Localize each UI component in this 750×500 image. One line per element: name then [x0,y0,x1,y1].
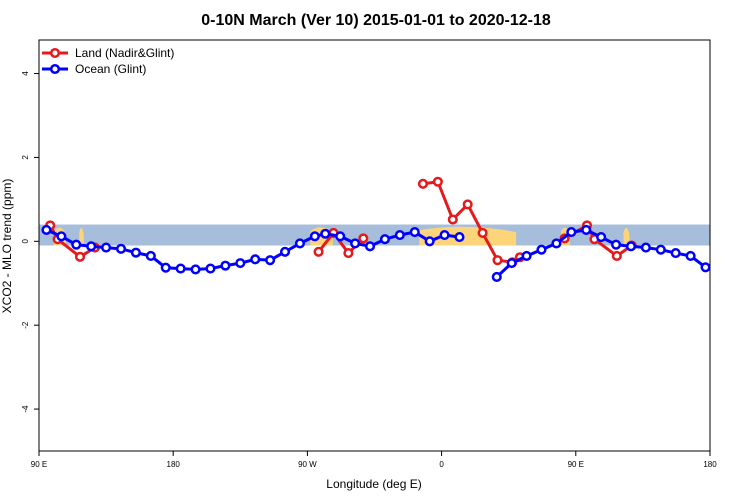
legend-label: Ocean (Glint) [75,62,146,76]
data-point [477,227,488,238]
legend-marker [49,47,61,59]
data-point [358,233,369,244]
x-tick-label: 90 W [298,460,317,469]
data-point [700,262,711,273]
data-point [279,246,291,257]
data-point [566,227,577,238]
data-point [685,250,696,262]
data-point [447,214,458,225]
data-point [581,224,592,236]
plot-frame [38,39,711,452]
data-point [160,262,171,273]
y-tick-label: 0 [21,239,30,244]
y-tick-label: -2 [21,321,30,329]
x-axis-label: Longitude (deg E) [326,477,421,491]
data-point [536,244,547,255]
ocean-band [39,224,710,246]
x-tick-label: 90 E [31,460,47,469]
data-point [265,255,276,266]
data-point [101,242,112,253]
legend-marker [49,63,61,75]
legend: Land (Nadir&Glint) Ocean (Glint) [42,46,174,76]
data-point [521,250,532,262]
data-point [462,199,473,210]
data-point [379,234,390,245]
data-point [313,246,324,257]
data-point [432,176,443,187]
legend-label: Land (Nadir&Glint) [75,46,174,60]
data-point [205,263,216,274]
x-tick-label: 90 E [568,460,584,469]
land-patch [623,227,630,246]
data-point [655,244,666,255]
data-point [220,260,231,271]
data-point [130,247,141,258]
land-patch [79,227,84,246]
data-point [625,241,637,252]
series-line [422,180,521,264]
data-point [364,241,376,252]
data-point [611,239,622,250]
data-point [235,258,246,269]
data-point [492,255,503,266]
data-point [115,243,127,254]
data-point [71,239,82,250]
data-point [551,238,562,249]
chart-title: 0-10N March (Ver 10) 2015-01-01 to 2020-… [201,12,551,29]
data-point [350,238,361,249]
y-tick-label: -4 [21,405,30,413]
axes: 90 E 180 90 W 0 90 E 180 -4 -2 0 2 4 [21,71,717,469]
data-point [640,242,651,253]
data-point [335,231,346,242]
data-point [190,264,201,275]
y-tick-label: 2 [21,155,30,160]
data-point [417,178,429,189]
data-point [41,224,52,236]
data-point [670,247,681,259]
data-point [409,227,420,238]
data-point [394,229,405,241]
data-point [175,263,186,274]
data-point [343,247,354,259]
data-point [439,229,450,241]
data-point [250,254,261,265]
data-point [596,232,607,243]
data-point [424,236,435,247]
data-point [320,228,331,239]
data-point [56,231,67,242]
data-point [491,271,502,283]
data-point [611,250,622,262]
data-point [74,251,86,262]
data-point [309,231,320,242]
x-tick-label: 180 [167,460,181,469]
x-tick-label: 0 [439,460,444,469]
data-point [294,238,305,249]
data-point [454,232,465,243]
data-point [506,258,517,269]
data-point [86,241,97,252]
x-tick-label: 180 [703,460,717,469]
data-point [145,250,156,262]
y-axis-label: XCO2 - MLO trend (ppm) [0,179,14,314]
series-layer [41,176,711,283]
series-ocean [41,224,711,283]
y-tick-label: 4 [21,71,30,76]
